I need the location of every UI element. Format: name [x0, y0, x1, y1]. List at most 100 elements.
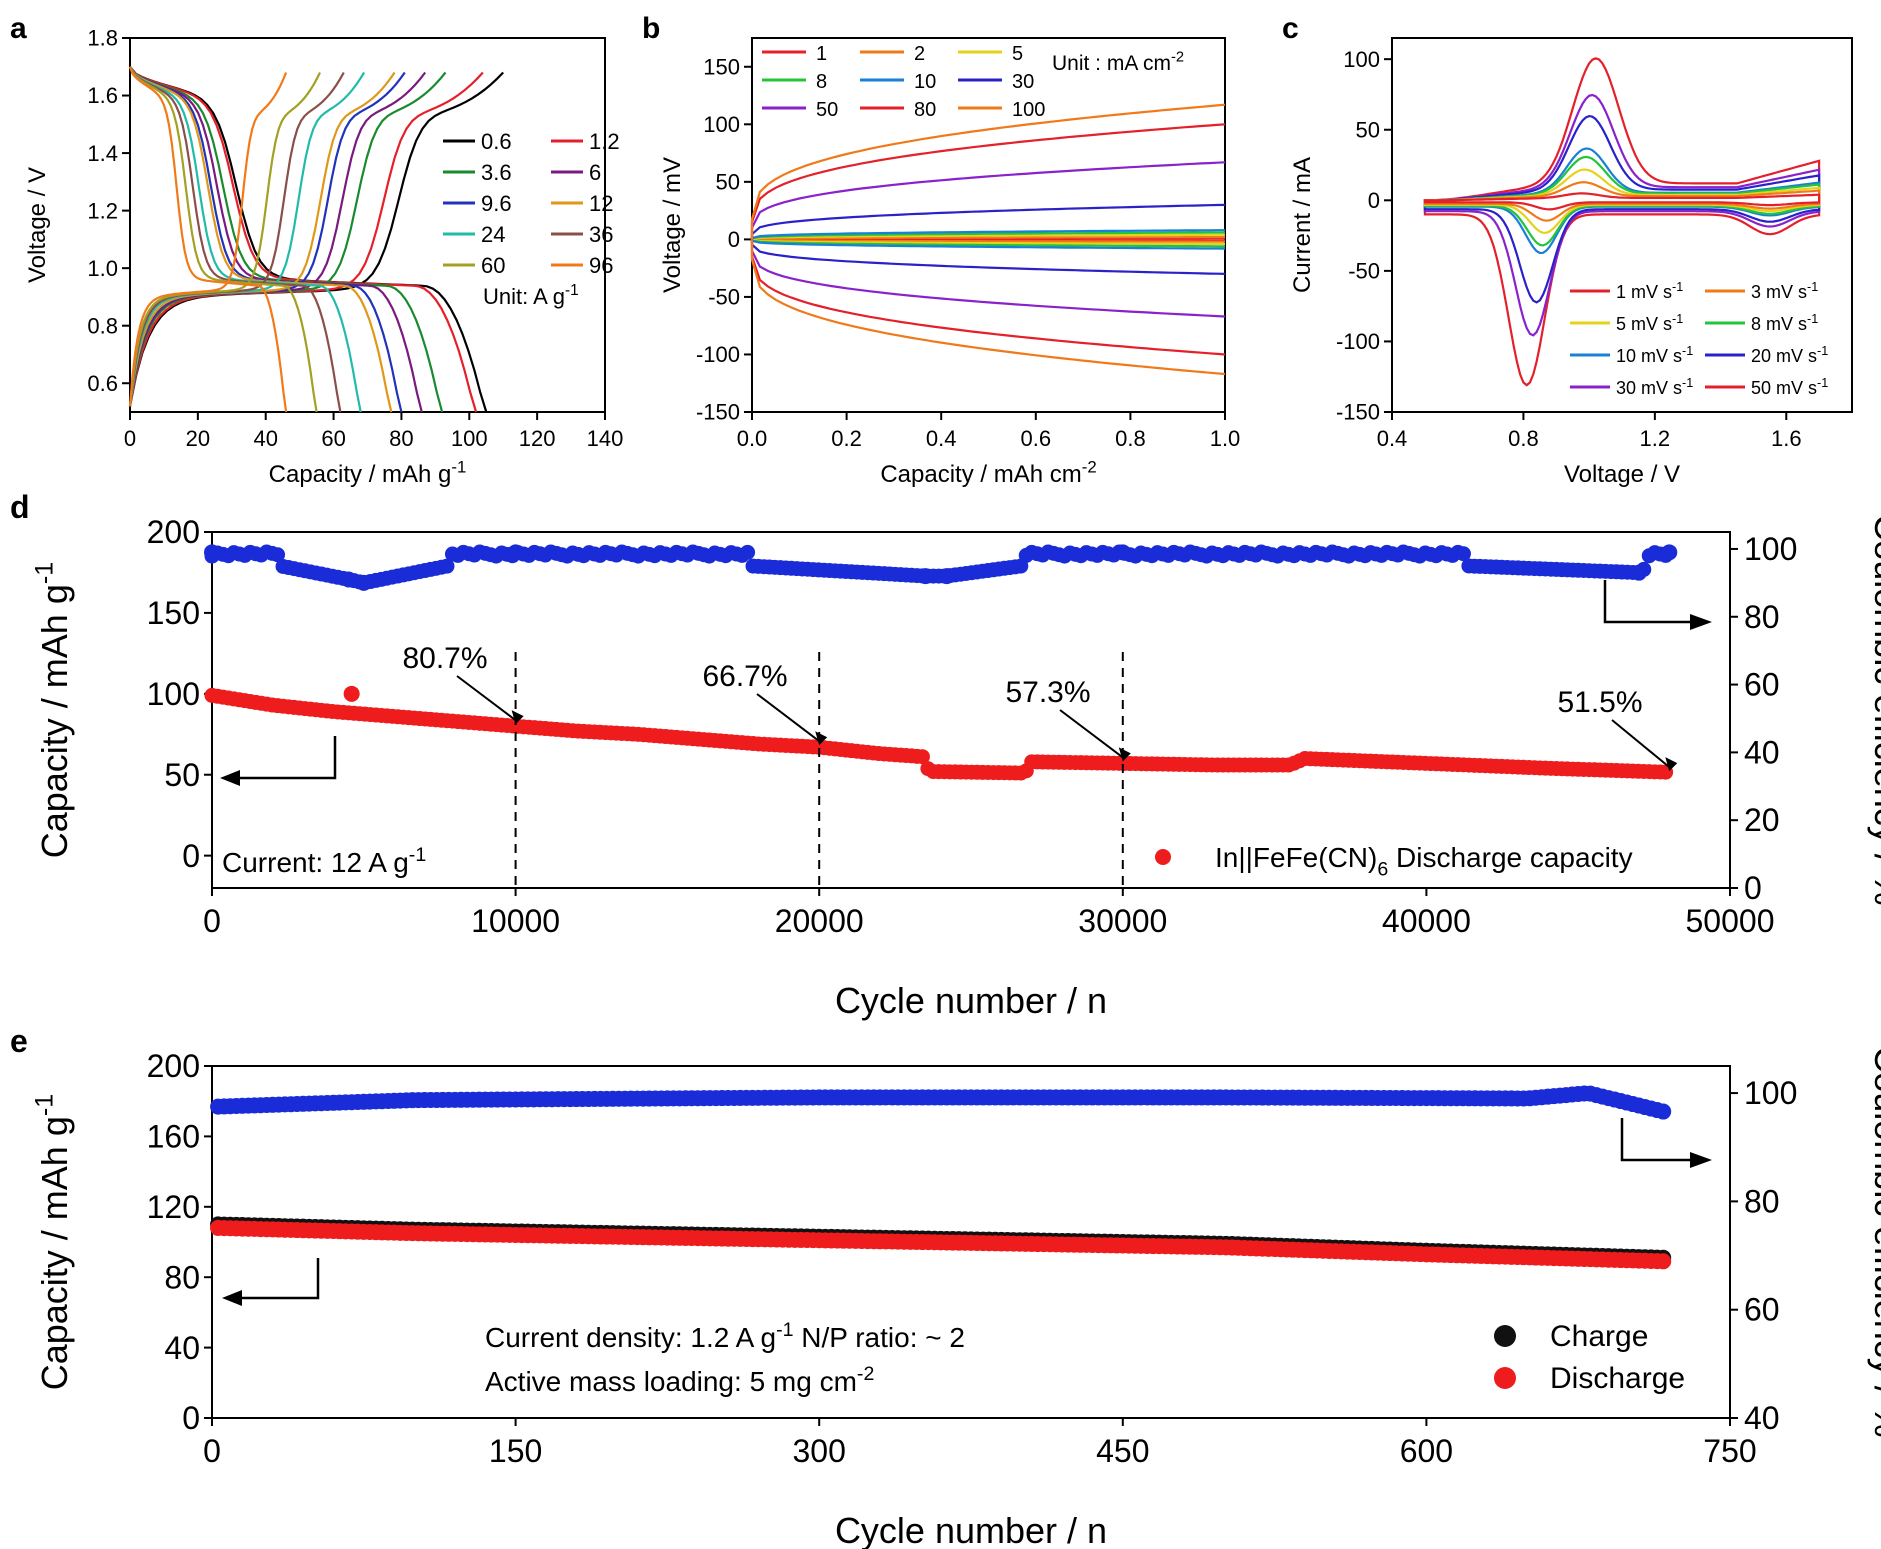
x-tick-label: 80 — [389, 426, 413, 451]
y-axis-label: Voltage / mV — [659, 157, 686, 293]
plot-frame — [129, 37, 606, 413]
annotation-arrowhead — [511, 710, 524, 725]
y2-tick-label: 80 — [1744, 599, 1780, 635]
y-tick-label: 50 — [1356, 117, 1380, 142]
legend-label: 10 — [914, 71, 936, 93]
efficiency-point — [1114, 544, 1131, 561]
efficiency-point — [270, 547, 286, 563]
y-tick-label: 80 — [164, 1259, 200, 1295]
y2-tick-label: 100 — [1744, 531, 1797, 567]
y-tick-label: 1.6 — [87, 83, 118, 108]
series-loop-8 — [1423, 155, 1821, 247]
efficiency-point — [355, 574, 372, 591]
series-line-8-charge — [750, 231, 1225, 240]
x-tick-label: 1.2 — [1640, 426, 1671, 451]
annotation-label: 51.5% — [1557, 686, 1642, 719]
efficiency-point — [1630, 564, 1647, 581]
series-loop-20 — [1423, 114, 1821, 304]
y-tick-label: 0 — [1368, 188, 1380, 213]
annotation-arrow — [1611, 719, 1670, 768]
x-tick-label: 100 — [451, 426, 488, 451]
plot-frame — [751, 37, 1226, 413]
annotation-arrow — [456, 675, 517, 721]
legend-label: 24 — [481, 222, 505, 247]
series-loop-50 — [1423, 57, 1821, 387]
series-line-2-charge — [750, 236, 1225, 241]
y-axis-label: Current / mA — [1289, 157, 1316, 293]
efficiency-point — [1661, 544, 1678, 561]
x-tick-label: 0 — [203, 903, 221, 939]
panel-b: 0.0 0.2 0.4 0.6 0.8 1.0-150-100-50050100150Ca… — [659, 37, 1240, 488]
efficiency-point — [507, 544, 524, 561]
x-tick-label: 20 — [186, 426, 210, 451]
annotation-label: 80.7% — [402, 642, 487, 675]
legend-label: 5 — [1012, 43, 1023, 65]
series-line-60-discharge — [128, 66, 318, 413]
y-axis-label: Capacity / mAh g-1​ — [31, 1094, 75, 1391]
legend-label: 12 — [589, 191, 613, 216]
series-line-5-discharge — [750, 239, 1225, 246]
y-tick-label: 1.0 — [87, 256, 118, 281]
legend-label: 0.6 — [481, 129, 512, 154]
legend-label: 30 — [1012, 71, 1034, 93]
efficiency-point — [1655, 1103, 1672, 1120]
series-line-30-discharge — [750, 239, 1226, 275]
panel-label-b: b — [642, 12, 660, 45]
y-tick-label: 0 — [182, 1400, 200, 1436]
efficiency-point — [938, 568, 955, 585]
y-tick-label: 200 — [147, 1048, 200, 1084]
x-tick-label: 0.8 — [1115, 426, 1146, 451]
x-axis-label: Voltage / V — [1564, 461, 1680, 488]
efficiency-point — [917, 568, 934, 585]
legend-label: 3 mV s-1​ — [1751, 280, 1818, 302]
x-tick-label: 750 — [1703, 1433, 1756, 1469]
legend-unit-note: Unit: A g-1​ — [483, 282, 579, 309]
y-tick-label: 40 — [164, 1330, 200, 1366]
legend-label: 30 mV s-1​ — [1616, 376, 1693, 398]
legend-label: 100 — [1012, 99, 1045, 121]
series-loop-10 — [1423, 147, 1821, 255]
y2-axis-label: Coulombic efficiency / % — [1867, 514, 1881, 906]
current-density-note: Current density: 1.2 A g-1​ N/P ratio: ~… — [485, 1319, 965, 1353]
y-axis-label: Capacity / mAh g-1​ — [31, 562, 75, 859]
series-line-10-discharge — [750, 239, 1226, 250]
annotation-arrowhead — [815, 731, 828, 746]
efficiency-point — [740, 544, 756, 560]
y-tick-label: 160 — [147, 1119, 200, 1155]
left-axis-arrow — [232, 1258, 320, 1300]
series-line-80-discharge — [750, 239, 1226, 356]
y-tick-label: -150 — [1336, 400, 1380, 425]
y-tick-label: 1.2 — [87, 198, 118, 223]
series-line-9.6-discharge — [129, 66, 403, 413]
y-tick-label: 150 — [147, 595, 200, 631]
legend-label: 8 mV s-1​ — [1751, 312, 1818, 334]
plot-frame — [211, 531, 1731, 889]
legend-label-charge: Charge — [1550, 1320, 1648, 1353]
x-axis-label: Capacity / mAh cm-2​ — [880, 457, 1096, 488]
legend-label: 2 — [914, 43, 925, 65]
y2-tick-label: 60 — [1744, 667, 1780, 703]
y-tick-label: -100 — [696, 342, 740, 367]
annotation-arrowhead — [1665, 757, 1678, 772]
left-axis-arrowhead — [222, 1290, 242, 1306]
x-tick-label: 140 — [587, 426, 624, 451]
series-line-1.2-charge — [128, 71, 484, 407]
panel-d: 0 10000 20000 30000 40000 50000050100150200Cy… — [31, 514, 1881, 1021]
efficiency-point — [204, 544, 220, 561]
legend-label: 50 — [816, 99, 838, 121]
x-tick-label: 0.4 — [926, 426, 957, 451]
capacity-point — [343, 685, 360, 702]
panel-e: 0 150 300 450 600 750 0 40 80 120 160 200 Cycle numb… — [31, 1046, 1881, 1549]
discharge-point — [1655, 1253, 1672, 1270]
series-line-50-discharge — [750, 239, 1226, 318]
annotation-arrowhead — [1118, 747, 1131, 762]
x-tick-label: 300 — [793, 1433, 846, 1469]
capacity-point — [914, 749, 930, 765]
annotation-arrow — [1059, 709, 1124, 759]
legend-label: 3.6 — [481, 160, 512, 185]
legend-label: 60 — [481, 253, 505, 278]
series-loop-3 — [1423, 181, 1821, 222]
series-line-100-charge — [750, 103, 1226, 240]
y-tick-label: 120 — [147, 1189, 200, 1225]
series-line-100-discharge — [750, 239, 1226, 376]
